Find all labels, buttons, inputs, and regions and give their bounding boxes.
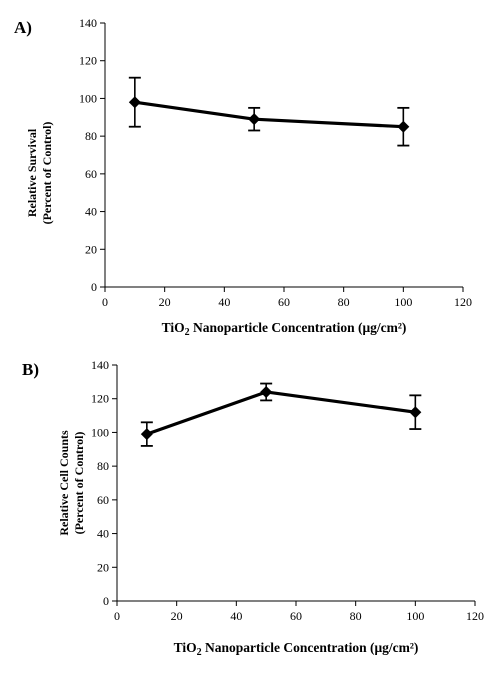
data-point — [409, 406, 422, 419]
y-axis-title: Relative Cell Counts (Percent of Control… — [57, 430, 86, 536]
y-axis-title: Relative Survival (Percent of Control) — [25, 122, 54, 225]
y-tick-label: 80 — [97, 459, 109, 473]
y-tick-label: 100 — [79, 91, 97, 105]
panel-label: B) — [22, 360, 39, 379]
x-axis-title: TiO2 Nanoparticle Concentration (μg/cm²) — [162, 320, 407, 338]
y-tick-label: 20 — [85, 242, 97, 256]
x-tick-label: 40 — [218, 295, 230, 309]
data-point — [397, 120, 410, 133]
x-tick-label: 20 — [171, 609, 183, 623]
y-tick-label: 80 — [85, 129, 97, 143]
data-point — [248, 113, 261, 126]
x-tick-label: 100 — [406, 609, 424, 623]
x-tick-label: 0 — [102, 295, 108, 309]
x-tick-label: 120 — [466, 609, 484, 623]
data-point — [260, 385, 273, 398]
y-tick-label: 60 — [85, 167, 97, 181]
x-tick-label: 40 — [230, 609, 242, 623]
y-tick-label: 60 — [97, 493, 109, 507]
panel-b: B) Relative Cell Counts (Percent of Cont… — [22, 358, 484, 658]
y-tick-label: 120 — [91, 392, 109, 406]
y-tick-label: 40 — [85, 205, 97, 219]
y-axis-title-line1: Relative Cell Counts — [57, 430, 71, 536]
x-tick-label: 60 — [290, 609, 302, 623]
y-tick-label: 40 — [97, 527, 109, 541]
x-tick-label: 60 — [278, 295, 290, 309]
y-axis-title-line1: Relative Survival — [25, 128, 39, 217]
x-tick-label: 20 — [159, 295, 171, 309]
x-axis-title: TiO2 Nanoparticle Concentration (μg/cm²) — [174, 640, 419, 658]
x-tick-label: 100 — [394, 295, 412, 309]
y-tick-label: 20 — [97, 560, 109, 574]
y-tick-label: 100 — [91, 425, 109, 439]
x-tick-label: 80 — [350, 609, 362, 623]
series-line — [146, 390, 416, 436]
x-tick-label: 80 — [338, 295, 350, 309]
y-tick-label: 140 — [79, 16, 97, 30]
y-tick-label: 0 — [103, 594, 109, 608]
y-axis-title-line2: (Percent of Control) — [72, 432, 86, 535]
data-point — [128, 96, 141, 109]
x-tick-label: 120 — [454, 295, 472, 309]
y-tick-label: 0 — [91, 280, 97, 294]
y-tick-label: 120 — [79, 54, 97, 68]
data-point — [140, 428, 153, 441]
panel-a: A) Relative Survival (Percent of Control… — [14, 16, 472, 338]
panel-label: A) — [14, 18, 32, 37]
series-line — [134, 100, 404, 129]
x-tick-label: 0 — [114, 609, 120, 623]
y-axis-title-line2: (Percent of Control) — [40, 122, 54, 225]
y-tick-label: 140 — [91, 358, 109, 372]
